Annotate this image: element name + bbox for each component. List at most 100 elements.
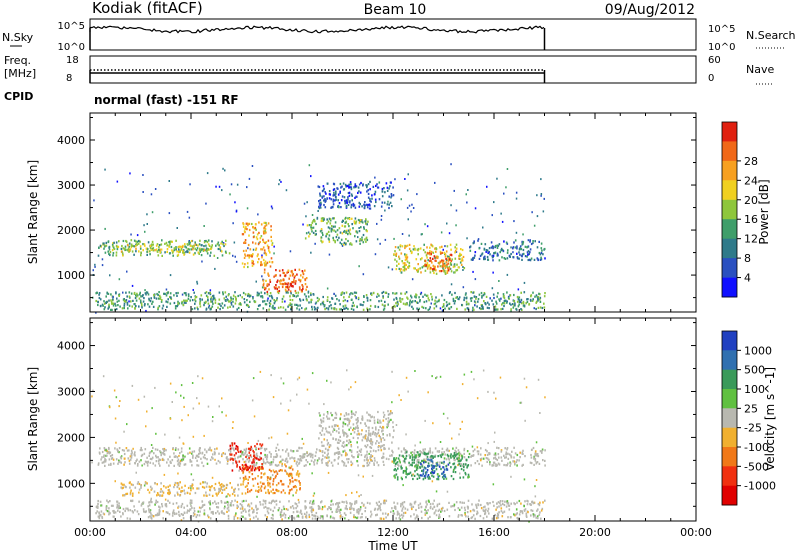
data-point [394, 507, 397, 510]
data-point [372, 449, 375, 452]
data-point [113, 247, 116, 251]
data-point [521, 510, 523, 513]
data-point [282, 514, 284, 517]
data-point [257, 490, 260, 493]
data-point [439, 307, 442, 310]
data-point [323, 218, 325, 221]
data-point [326, 454, 329, 457]
data-point [472, 306, 474, 309]
data-point [256, 457, 258, 460]
data-point [126, 270, 128, 273]
data-point [336, 446, 339, 449]
data-point [341, 291, 344, 294]
data-point [457, 515, 460, 518]
data-point [277, 509, 280, 512]
data-point [231, 457, 233, 460]
data-point [516, 245, 518, 248]
data-point [422, 295, 424, 298]
data-point [242, 470, 245, 473]
data-point [459, 472, 461, 475]
data-point [453, 458, 455, 461]
data-point [209, 448, 211, 451]
data-point [296, 472, 298, 475]
data-point [522, 449, 524, 452]
data-point [416, 307, 418, 310]
data-point [452, 468, 455, 471]
data-point [527, 511, 529, 514]
data-point [226, 500, 229, 504]
data-point [153, 452, 155, 455]
data-point [130, 239, 133, 242]
data-point [393, 501, 395, 504]
data-point [376, 503, 379, 506]
data-point [322, 295, 324, 299]
data-point [188, 241, 190, 244]
data-point [347, 198, 349, 201]
data-point [337, 457, 340, 460]
data-point [312, 509, 315, 512]
data-point [493, 453, 496, 456]
data-point [338, 227, 341, 230]
data-point [273, 471, 276, 474]
data-point [266, 516, 268, 519]
data-point [182, 458, 185, 461]
data-point [315, 222, 317, 226]
data-point [420, 451, 422, 454]
data-point [237, 294, 239, 298]
data-point [532, 291, 534, 294]
data-point [130, 449, 133, 452]
data-point [285, 291, 288, 294]
data-point [214, 482, 217, 486]
data-point [215, 244, 217, 247]
data-point [253, 451, 255, 454]
data-point [323, 187, 325, 190]
data-point [400, 292, 403, 295]
data-point [226, 458, 228, 461]
data-point [347, 192, 350, 194]
data-point [420, 291, 423, 294]
data-point [524, 455, 526, 458]
data-point [497, 453, 500, 456]
data-point [278, 183, 280, 186]
data-point [426, 252, 429, 255]
data-point [261, 248, 264, 251]
data-point [397, 457, 400, 460]
data-point [207, 405, 210, 408]
data-point [517, 288, 520, 291]
data-point [154, 386, 156, 389]
data-point [216, 510, 219, 513]
data-point [454, 508, 456, 512]
data-point [433, 267, 435, 270]
data-point [482, 226, 484, 229]
data-point [322, 240, 324, 243]
data-point [421, 459, 423, 462]
data-point [524, 245, 527, 248]
data-point [542, 253, 544, 256]
data-point [257, 507, 259, 510]
data-point [267, 483, 270, 487]
data-point [460, 259, 463, 262]
colorbar-tick-label: 12 [744, 233, 758, 246]
data-point [179, 494, 181, 497]
data-point [265, 241, 268, 244]
data-point [440, 252, 442, 255]
data-point [172, 254, 174, 257]
colorbar-segment [722, 122, 737, 142]
data-point [423, 300, 426, 304]
data-point [267, 247, 270, 250]
data-point [318, 202, 321, 205]
data-point [421, 463, 424, 466]
data-point [408, 234, 410, 237]
data-point [287, 270, 289, 274]
data-point [246, 262, 249, 265]
data-point [380, 299, 383, 302]
data-point [424, 223, 426, 226]
data-point [500, 507, 503, 510]
data-point [306, 454, 309, 458]
data-point [210, 251, 212, 254]
data-point [338, 451, 341, 454]
data-point [177, 493, 179, 496]
colorbar-segment [722, 160, 737, 181]
data-point [421, 465, 423, 468]
data-point [446, 222, 448, 225]
